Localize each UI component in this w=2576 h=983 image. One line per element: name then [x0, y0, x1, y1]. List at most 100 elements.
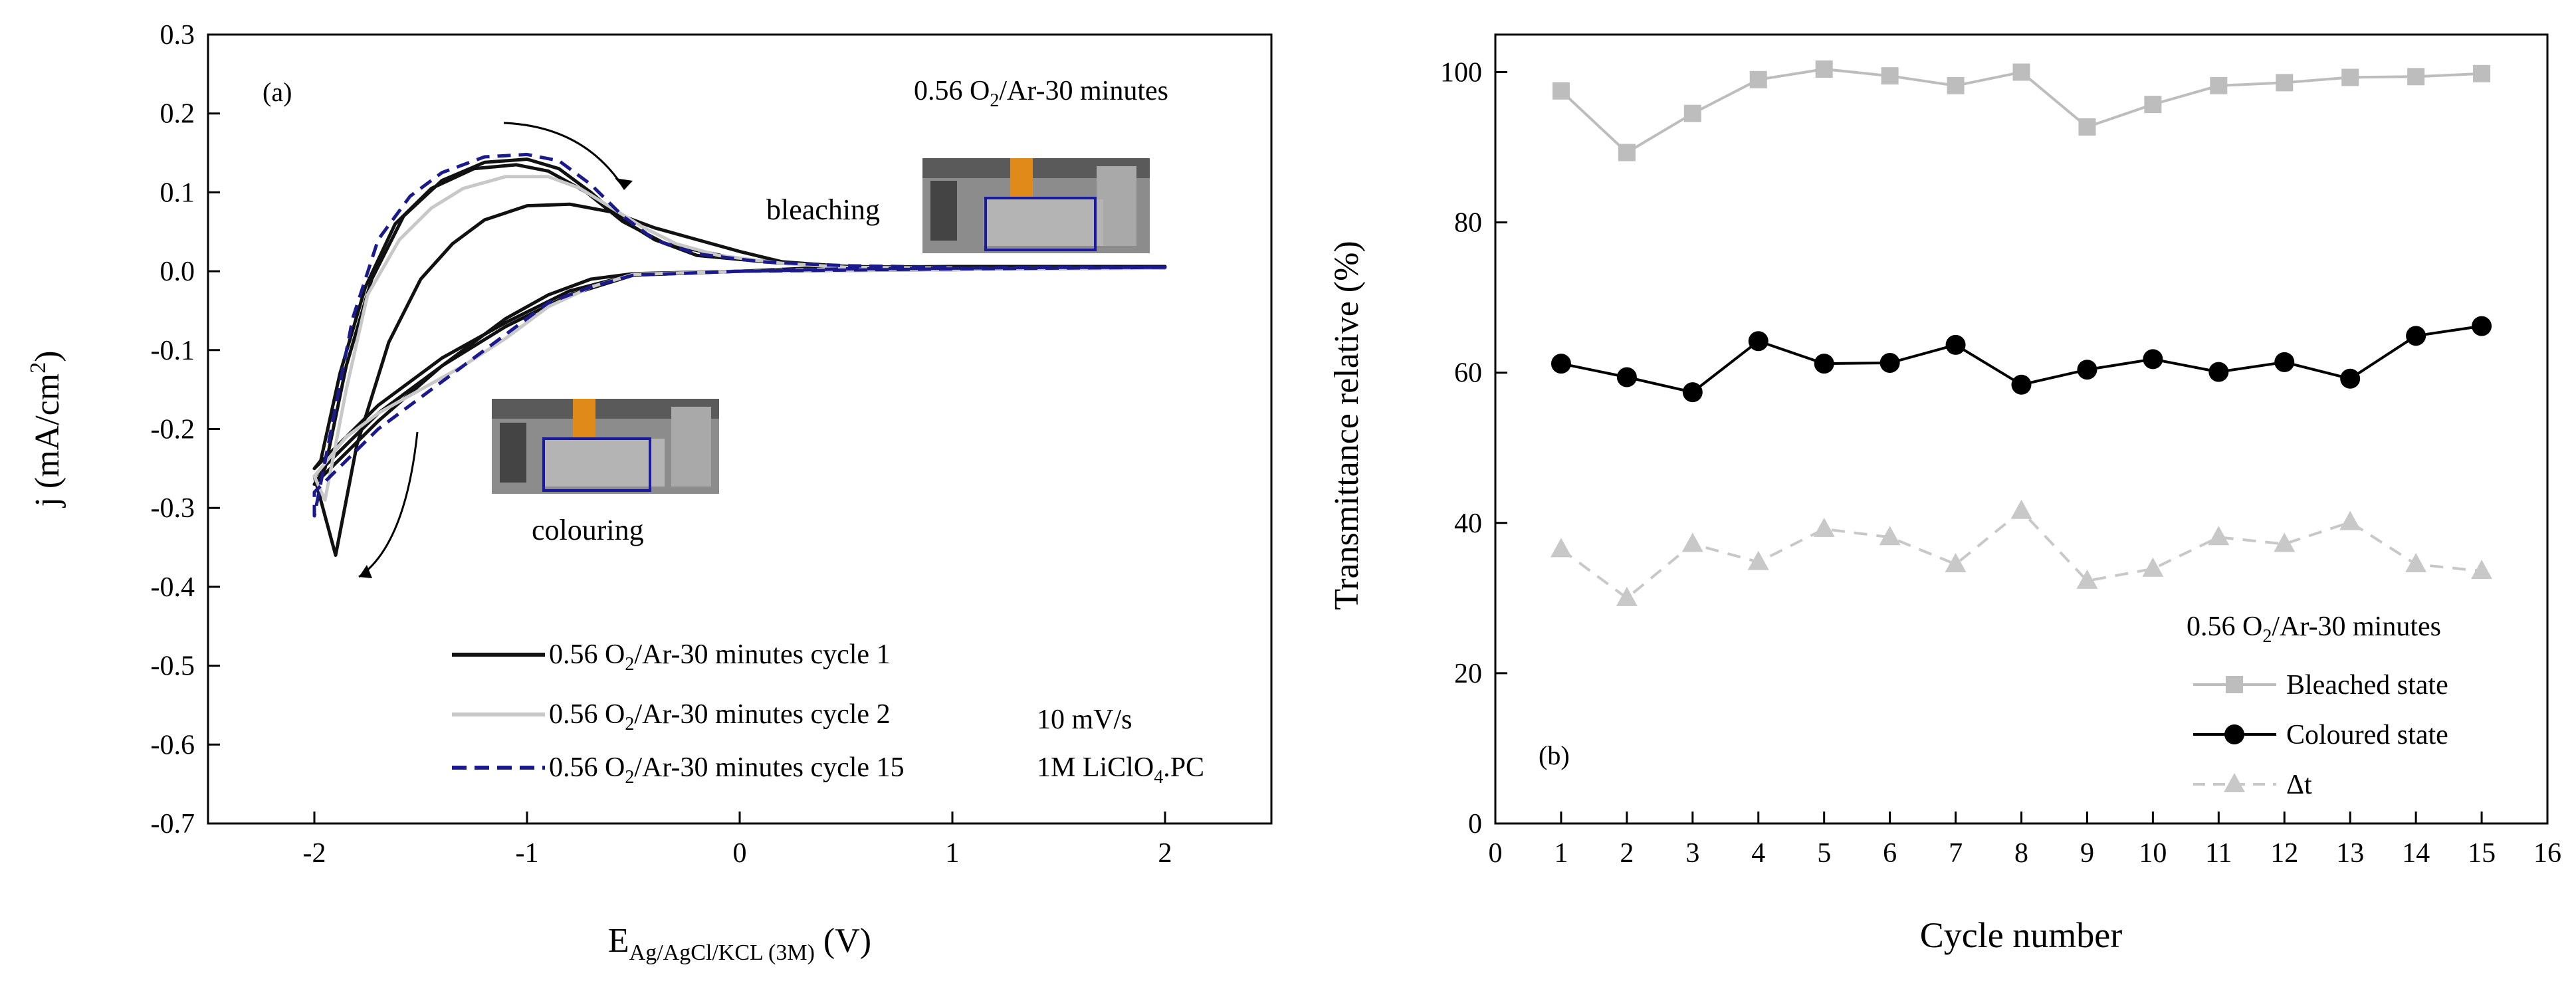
panel-b-x-tick-label: 12 [2270, 838, 2298, 869]
bleached-point [2144, 96, 2162, 114]
legend-label-cycle2: 0.56 O2/Ar-30 minutes cycle 2 [549, 699, 891, 734]
delta-point [1747, 550, 1769, 570]
legend-label-delta: Δt [2286, 770, 2312, 800]
bleaching-photo-box [984, 197, 1097, 251]
panel-b-plot-frame [1494, 33, 2549, 825]
delta-point [1945, 552, 1967, 572]
panel-a-y-tick-label: 0.0 [160, 257, 195, 287]
delta-point [2339, 510, 2361, 530]
panel-a-series-group [312, 152, 1167, 557]
panel-b-x-tick-label: 2 [1620, 838, 1634, 869]
panel-b-y-tick-label: 60 [1454, 358, 1482, 389]
panel-a-x-tick-label: -1 [516, 838, 539, 869]
panel-a-title: 0.56 O2/Ar-30 minutes [914, 76, 1168, 111]
panel-a-x-tick-label: 2 [1158, 838, 1172, 869]
delta-point [1550, 538, 1572, 558]
panel-a-y-tick-label: 0.1 [160, 177, 195, 208]
panel-b-y-axis-title: Transmittance relative (%) [1328, 241, 1366, 609]
bleached-point [1947, 76, 1965, 94]
coloured-point [1616, 367, 1637, 387]
bleached-point [2407, 68, 2425, 86]
panel-a-x-tick-label: 1 [946, 838, 960, 869]
panel-b-x-tick-label: 16 [2533, 838, 2561, 869]
panel-b-y-tick-label: 20 [1454, 659, 1482, 689]
panel-a-x-axis-title: EAg/AgCl/KCL (3M) (V) [608, 922, 871, 965]
panel-b-legend-title: 0.56 O2/Ar-30 minutes [2187, 611, 2441, 647]
panel-b-x-tick-label: 11 [2205, 838, 2232, 869]
coloured-point [1945, 334, 1966, 355]
coloured-point [1551, 354, 1571, 374]
panel-a-y-tick-label: -0.3 [151, 493, 195, 524]
legend-label-cycle1: 0.56 O2/Ar-30 minutes cycle 1 [549, 639, 891, 675]
bleached-point [2473, 64, 2491, 82]
scan-direction-arrows [358, 122, 633, 578]
panel-a-y-tick-label: 0.3 [160, 20, 195, 51]
bleached-point [2078, 118, 2096, 136]
panel-b-y-tick-label: 0 [1468, 809, 1482, 839]
colouring-label: colouring [532, 514, 644, 546]
panel-b-x-tick-label: 3 [1685, 838, 1699, 869]
panel-b-y-tick-label: 80 [1454, 208, 1482, 239]
panel-b-y-tick-label: 100 [1440, 58, 1482, 88]
legend-label-bleached: Bleached state [2286, 670, 2448, 701]
delta-point [2274, 532, 2296, 552]
coloured-point [2340, 368, 2361, 389]
bleached-point [2341, 68, 2359, 86]
delta-point [2405, 552, 2427, 572]
panel-b-x-tick-label: 15 [2468, 838, 2496, 869]
panel-b-label: (b) [1539, 740, 1570, 770]
coloured-point [2143, 349, 2163, 370]
panel-a-x-tick-label: 0 [733, 838, 747, 869]
panel-b-y-tick-label: 40 [1454, 508, 1482, 539]
panel-b-x-tick-label: 8 [2014, 838, 2028, 869]
legend-marker-bleached [2226, 676, 2243, 693]
panel-b-x-tick-label: 0 [1489, 838, 1503, 869]
bleached-point [2276, 74, 2294, 92]
panel-a-y-tick-label: 0.2 [160, 99, 195, 130]
delta-point [1681, 532, 1703, 552]
legend-label-coloured: Coloured state [2286, 720, 2448, 750]
delta-point [1879, 526, 1901, 546]
delta-point [1813, 517, 1835, 537]
panel-a-title-subscript: 2 [990, 90, 999, 111]
bleached-point [1618, 144, 1636, 162]
panel-a-legend: 0.56 O2/Ar-30 minutes cycle 1 0.56 O2/Ar… [452, 639, 905, 788]
delta-point [2076, 569, 2098, 589]
delta-point [2208, 526, 2230, 546]
colouring-photo [492, 399, 719, 494]
panel-b-x-tick-label: 4 [1751, 838, 1765, 869]
bleached-point [1749, 70, 1767, 88]
panel-a-y-tick-label: -0.6 [151, 730, 195, 760]
panel-b-series-group [1550, 60, 2493, 606]
electrolyte-label: 1M LiClO4.PC [1037, 752, 1204, 788]
bleached-point [1683, 104, 1701, 122]
coloured-point [1814, 354, 1834, 374]
bleached-point [2210, 76, 2228, 94]
bleached-point [1815, 60, 1833, 78]
panel-b-x-tick-label: 6 [1883, 838, 1897, 869]
delta-point [2142, 557, 2164, 577]
panel-a-cv-chart: -2 -1 0 1 2 0.3 0.2 0.1 0.0 -0.1 -0.2 -0.3 -0.4 -0.5 -… [26, 20, 1273, 965]
legend-marker-coloured [2224, 724, 2244, 744]
panel-a-y-tick-label: -0.2 [151, 415, 195, 445]
bleaching-label: bleaching [766, 193, 880, 226]
panel-b-x-tick-label: 5 [1817, 838, 1831, 869]
panel-a-y-tick-label: -0.1 [151, 336, 195, 366]
panel-b-x-tick-label: 10 [2139, 838, 2167, 869]
coloured-point [1748, 331, 1769, 352]
coloured-point [2077, 360, 2097, 380]
panel-a-y-tick-label: -0.4 [151, 572, 195, 603]
bleached-point [1552, 82, 1570, 100]
legend-marker-delta [2224, 773, 2245, 792]
bleached-point [2012, 63, 2030, 81]
panel-a-y-tick-label: -0.7 [151, 809, 195, 839]
coloured-point [1879, 353, 1900, 374]
panel-b-x-axis-title: Cycle number [1920, 915, 2122, 955]
coloured-point [2406, 326, 2426, 346]
panel-b-x-tick-label: 14 [2402, 838, 2430, 869]
panel-b-x-tick-label: 13 [2336, 838, 2364, 869]
panel-a-y-axis-title: j (mA/cm2) [26, 350, 66, 508]
delta-point [2471, 560, 2493, 580]
